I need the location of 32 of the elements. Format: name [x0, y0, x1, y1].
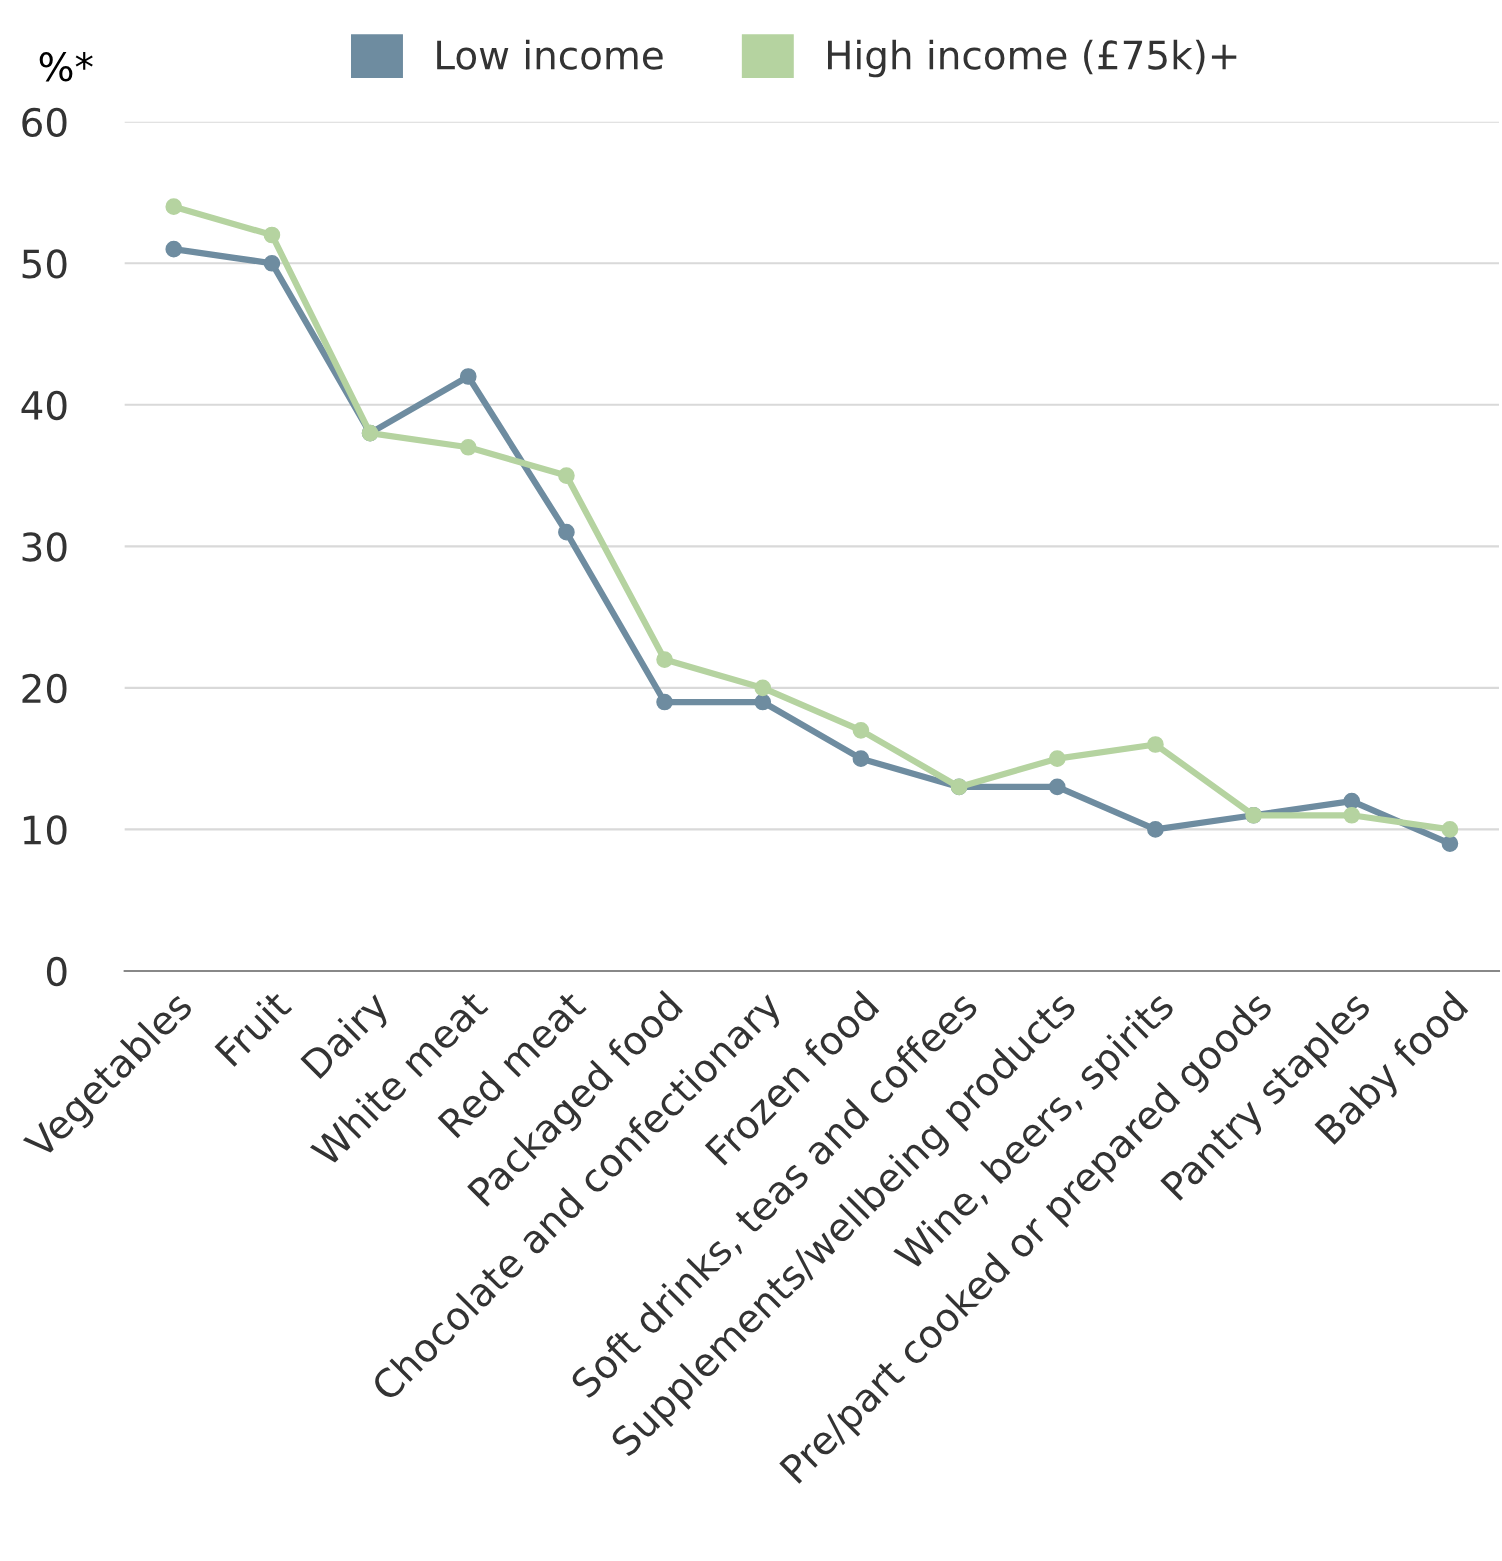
point [558, 467, 575, 484]
y-axis-title: %* [39, 52, 93, 82]
legend-label: High income (£75k)+ [828, 39, 1237, 78]
point [1343, 806, 1361, 824]
point [1441, 821, 1459, 838]
y-tick-label: 0 [46, 956, 67, 987]
point [263, 254, 281, 272]
point [1048, 750, 1066, 767]
point [656, 651, 673, 668]
point [852, 722, 870, 739]
y-tick-label: 50 [22, 249, 67, 279]
point [165, 240, 183, 258]
point [459, 438, 477, 456]
y-tick-label: 20 [22, 673, 67, 704]
point [1441, 835, 1459, 852]
point [1048, 778, 1066, 796]
point [754, 679, 772, 697]
point [459, 368, 477, 385]
legend-label: Low income [437, 39, 663, 70]
point [754, 693, 772, 711]
point [1147, 736, 1164, 753]
y-tick-label: 30 [22, 532, 67, 562]
point [1147, 821, 1164, 838]
point [852, 750, 870, 767]
point [1343, 792, 1361, 810]
point [165, 198, 183, 216]
point [263, 226, 281, 244]
y-tick-label: 40 [21, 390, 67, 421]
y-tick-label: 60 [22, 107, 67, 138]
y-tick-label: 10 [23, 815, 67, 845]
point [558, 523, 575, 541]
point [656, 693, 673, 711]
